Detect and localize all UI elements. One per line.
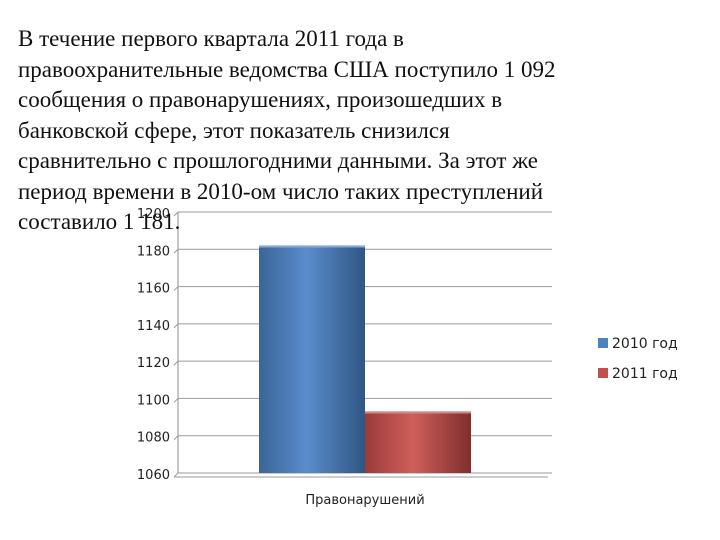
legend-swatch bbox=[598, 338, 608, 348]
gridline-side bbox=[173, 211, 179, 217]
paragraph-line-5: сравнительно с прошлогодними данными. За… bbox=[18, 148, 539, 173]
x-axis-categories: Правонарушений bbox=[305, 493, 424, 508]
description-paragraph: В течение первого квартала 2011 года в п… bbox=[18, 24, 618, 238]
bar-top-2011-год bbox=[365, 411, 471, 414]
paragraph-line-1: В течение первого квартала 2011 года в bbox=[18, 26, 404, 51]
paragraph-line-2: правоохранительные ведомства США поступи… bbox=[18, 56, 556, 82]
paragraph-line-7: составило 1 181. bbox=[18, 209, 181, 234]
gridline-side bbox=[173, 398, 179, 403]
gridline-side bbox=[173, 472, 179, 478]
bar-top-2010-год bbox=[259, 245, 365, 248]
y-axis-ticks: 1060 1080 1100 1120 1140 1160 1180 1200 bbox=[137, 207, 170, 483]
legend-label: 2010 год bbox=[612, 336, 678, 352]
y-tick-label: 1060 bbox=[137, 468, 170, 483]
y-tick-label: 1120 bbox=[137, 356, 170, 371]
legend-label: 2011 год bbox=[612, 366, 678, 382]
paragraph-line-6: период времени в 2010-ом число таких пре… bbox=[18, 178, 544, 204]
y-tick-label: 1200 bbox=[137, 207, 170, 222]
gridline-side bbox=[173, 435, 179, 441]
y-tick-label: 1100 bbox=[137, 393, 170, 408]
bar-2011-год bbox=[365, 413, 471, 473]
gridline-side bbox=[173, 360, 179, 366]
legend-swatch bbox=[598, 368, 608, 378]
bars bbox=[259, 245, 471, 473]
gridline-side bbox=[173, 323, 179, 329]
gridline-side bbox=[173, 248, 179, 254]
y-tick-label: 1080 bbox=[137, 431, 170, 446]
legend: 2010 год 2011 год bbox=[598, 336, 678, 382]
bar-2010-год bbox=[259, 247, 365, 473]
x-category-label: Правонарушений bbox=[305, 493, 424, 508]
paragraph-line-4: банковской сфере, этот показатель снизил… bbox=[18, 117, 450, 143]
paragraph-line-3: сообщения о правонарушениях, произошедши… bbox=[18, 87, 503, 112]
y-tick-label: 1160 bbox=[137, 282, 170, 297]
gridline-side bbox=[173, 286, 179, 291]
y-tick-label: 1140 bbox=[137, 319, 170, 334]
y-tick-label: 1180 bbox=[137, 244, 170, 259]
